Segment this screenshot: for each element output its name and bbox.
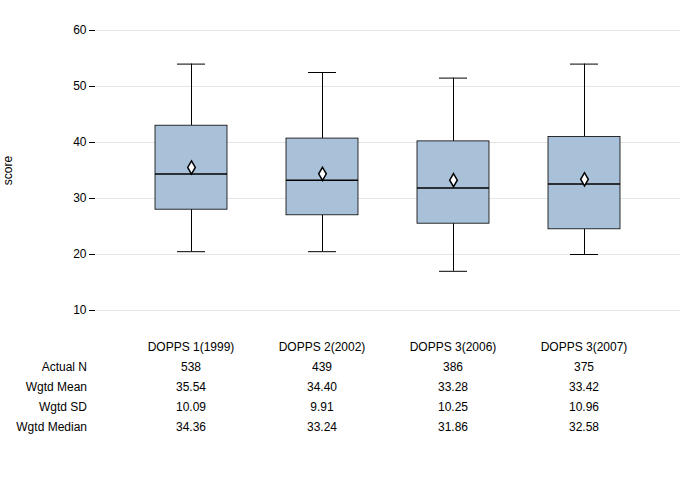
html-text:Wgtd SD: Wgtd SD [39,400,87,414]
html-text:375: 375 [574,360,594,374]
html-text:9.91: 9.91 [310,400,334,414]
html-text:35.54: 35.54 [176,380,206,394]
html-text:34.36: 34.36 [176,420,206,434]
html-text:10.96: 10.96 [569,400,599,414]
html-text:Wgtd Mean: Wgtd Mean [25,380,87,394]
svg-text:score: score [1,156,15,186]
svg-text:10: 10 [73,303,87,317]
html-text:Wgtd Median: Wgtd Median [16,420,87,434]
html-text:10.25: 10.25 [438,400,468,414]
html-text:DOPPS 2(2002): DOPPS 2(2002) [278,340,366,354]
html-text:DOPPS 1(1999): DOPPS 1(1999) [147,340,235,354]
html-text:31.86: 31.86 [438,420,468,434]
svg-text:50: 50 [73,79,87,93]
html-text:33.28: 33.28 [438,380,468,394]
svg-text:20: 20 [73,247,87,261]
html-text:34.40: 34.40 [307,380,337,394]
html-text:538: 538 [181,360,201,374]
svg-text:60: 60 [73,23,87,37]
svg-text:40: 40 [73,135,87,149]
html-text:DOPPS 3(2006): DOPPS 3(2006) [409,340,497,354]
html-text:439: 439 [312,360,332,374]
html-text:10.09: 10.09 [176,400,206,414]
html-text:32.58: 32.58 [569,420,599,434]
html-text:DOPPS 3(2007): DOPPS 3(2007) [540,340,628,354]
html-text:386: 386 [443,360,463,374]
html-text:Actual N: Actual N [41,360,87,374]
svg-text:30: 30 [73,191,87,205]
html-text:33.42: 33.42 [569,380,599,394]
html-text:33.24: 33.24 [307,420,337,434]
